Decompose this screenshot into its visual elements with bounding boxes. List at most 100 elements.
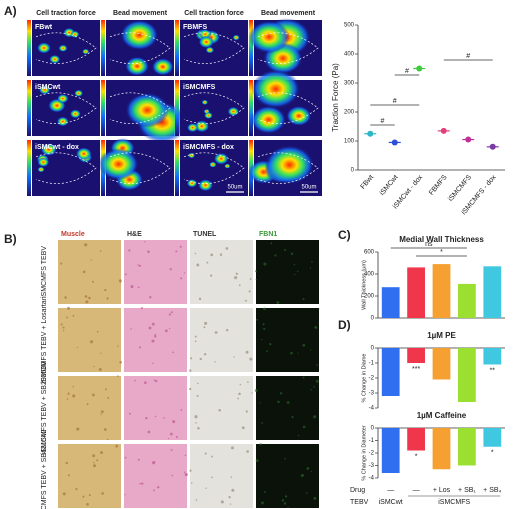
texture [233, 356, 235, 358]
texture [230, 446, 234, 450]
image-label: iSMCMFS [183, 84, 216, 91]
texture [98, 368, 102, 371]
texture [261, 339, 263, 341]
texture [194, 252, 197, 255]
texture [199, 357, 202, 361]
texture [86, 403, 89, 406]
scale-bar-label: 50um [301, 185, 316, 191]
texture [82, 270, 86, 274]
bar [483, 428, 502, 447]
texture [255, 459, 259, 463]
texture [100, 410, 104, 414]
histology-image [189, 308, 253, 372]
panel-label: A) [4, 4, 17, 18]
texture [171, 474, 174, 477]
bar [458, 283, 476, 318]
cell-outline [257, 152, 319, 184]
texture [64, 296, 67, 299]
texture [179, 245, 182, 248]
dot [465, 136, 472, 143]
y-tick-label: -1 [369, 361, 375, 367]
texture [244, 299, 247, 302]
heat-spot [37, 42, 51, 54]
texture [175, 436, 178, 439]
texture [141, 482, 144, 485]
texture [254, 270, 258, 273]
texture [153, 489, 155, 492]
texture [297, 434, 300, 437]
cell-outline [35, 92, 97, 124]
heat-spot [70, 30, 80, 38]
image-bg [58, 376, 121, 440]
texture [164, 329, 168, 333]
texture [117, 345, 119, 347]
texture [154, 461, 156, 463]
texture [137, 264, 139, 266]
histology-image [58, 306, 123, 372]
image-bg [256, 240, 319, 304]
texture [93, 461, 95, 464]
texture [138, 264, 141, 267]
heat-spot [286, 105, 312, 126]
cell-outline [109, 152, 171, 184]
texture [238, 392, 241, 396]
heat-spot [232, 34, 240, 41]
heat-spot [69, 109, 81, 119]
texture [302, 376, 305, 379]
heatmap-image [175, 140, 248, 196]
column-header: Muscle [61, 231, 85, 238]
x-tick-label: iSMCwt [379, 174, 400, 197]
image-bg [256, 308, 319, 372]
heatmap-image [249, 69, 322, 136]
y-axis-label: Wall Thickness (µm) [361, 260, 367, 310]
heat-spot [201, 99, 208, 105]
texture [169, 327, 171, 330]
column-header: TUNEL [193, 231, 217, 238]
heat-spot [203, 108, 210, 114]
cell-outline [183, 152, 245, 184]
annotation: # [466, 53, 470, 60]
texture [76, 427, 80, 431]
texture [139, 482, 141, 485]
heat-spot [209, 161, 217, 168]
texture [163, 417, 165, 419]
texture [235, 272, 238, 275]
heatmap-image [101, 80, 188, 143]
dot [391, 139, 398, 146]
texture [119, 360, 123, 364]
texture [154, 335, 157, 338]
annotation: ns [425, 241, 433, 248]
histology-image [256, 307, 320, 372]
texture [205, 487, 207, 489]
texture [194, 340, 197, 343]
texture [195, 499, 198, 501]
cell-outline [35, 32, 97, 64]
texture [263, 327, 266, 330]
image-label: FBMFS [183, 24, 207, 31]
texture [269, 342, 272, 346]
texture [194, 415, 198, 419]
texture [188, 387, 192, 391]
texture [84, 243, 88, 247]
heat-spot [38, 85, 51, 95]
texture [238, 284, 241, 287]
texture [310, 349, 312, 351]
texture [93, 365, 95, 368]
texture [107, 396, 110, 399]
image-bg [58, 308, 121, 372]
texture [180, 409, 183, 411]
texture [194, 335, 197, 338]
dot [416, 65, 423, 72]
row-label: iSMCMFS TEBV [41, 246, 48, 298]
row-label: iSMCMFS TEBV + SB431542 [41, 430, 48, 509]
y-axis-label: Traction Force (Pa) [331, 63, 340, 132]
image-label: iSMCwt - dox [35, 144, 79, 151]
texture [93, 464, 96, 468]
y-tick-label: -2 [369, 376, 375, 382]
drug: + SB₄ [483, 487, 501, 494]
texture [137, 458, 140, 461]
texture [72, 385, 75, 388]
texture [284, 495, 288, 498]
texture [84, 295, 88, 298]
